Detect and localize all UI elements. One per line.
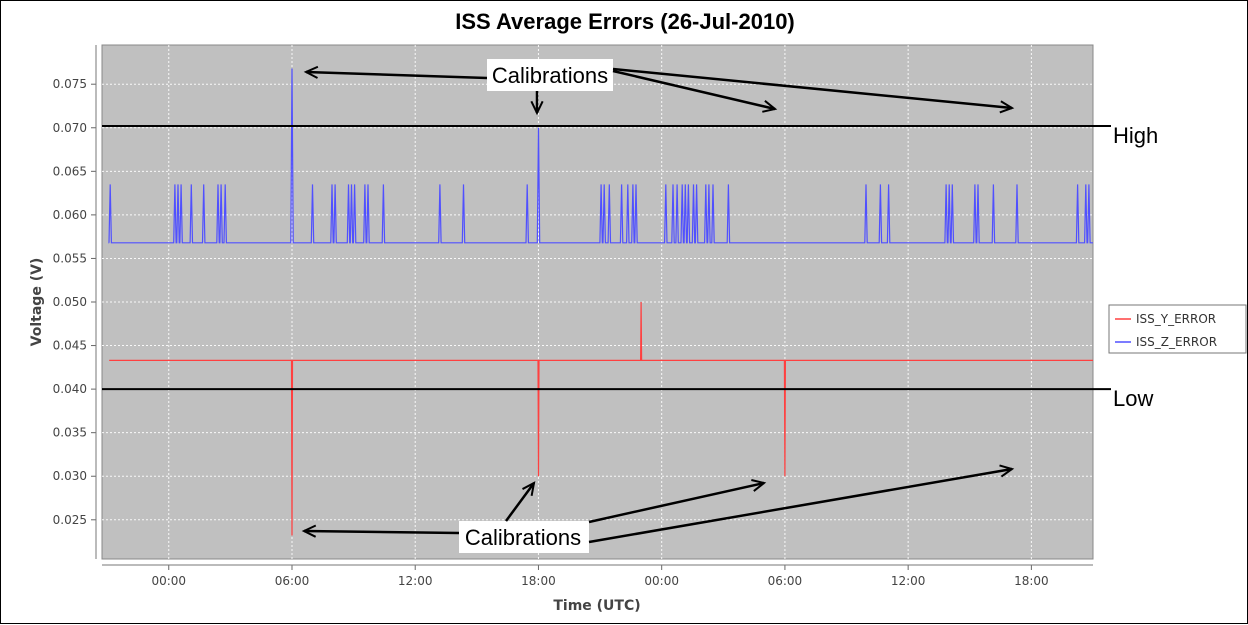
annotation-calibrations-top: Calibrations xyxy=(492,63,608,88)
annotation-arrow-shaft xyxy=(612,67,1013,110)
annotation-arrow-head xyxy=(999,100,1015,114)
y-tick-label: 0.060 xyxy=(53,208,87,222)
annotations: Calibrations Calibrations xyxy=(301,59,1015,553)
annotation-arrow-head xyxy=(751,479,767,492)
legend: ISS_Y_ERROR ISS_Z_ERROR xyxy=(1108,304,1247,354)
annotation-arrow-shaft xyxy=(588,481,765,524)
series-line-iss-z-error xyxy=(108,68,1093,244)
x-tick-label: 18:00 xyxy=(1014,574,1049,588)
x-tick-label: 00:00 xyxy=(644,574,679,588)
series-line-iss-y-error xyxy=(109,301,1093,536)
annotation-arrow-head xyxy=(999,464,1015,478)
y-tick-label: 0.065 xyxy=(53,164,87,178)
y-axis-title: Voltage (V) xyxy=(29,258,45,347)
annotation-calibrations-bottom: Calibrations xyxy=(465,525,581,550)
y-tick-label: 0.075 xyxy=(53,77,87,91)
y-tick-label: 0.030 xyxy=(53,469,87,483)
thresholds: High Low xyxy=(102,123,1158,411)
y-tick-label: 0.050 xyxy=(53,295,87,309)
annotation-arrow-head xyxy=(301,524,317,538)
annotation-box-top xyxy=(487,59,613,91)
annotation-arrow-shaft xyxy=(588,467,1013,544)
chart-title: ISS Average Errors (26-Jul-2010) xyxy=(455,9,795,34)
y-tick-label: 0.040 xyxy=(53,382,87,396)
grid xyxy=(102,45,1093,559)
legend-label-iss-y-error: ISS_Y_ERROR xyxy=(1136,312,1216,326)
annotation-arrow-head xyxy=(522,481,536,496)
legend-label-iss-z-error: ISS_Z_ERROR xyxy=(1136,335,1217,349)
x-tick-label: 06:00 xyxy=(768,574,803,588)
annotation-arrow-head xyxy=(530,100,544,116)
x-tick-label: 12:00 xyxy=(398,574,433,588)
y-tick-label: 0.025 xyxy=(53,513,87,527)
x-axis-title: Time (UTC) xyxy=(553,598,640,614)
annotation-arrow-shaft xyxy=(612,69,776,111)
legend-box xyxy=(1108,304,1247,354)
low-threshold-label: Low xyxy=(1113,386,1153,411)
x-tick-label: 06:00 xyxy=(275,574,310,588)
high-threshold-label: High xyxy=(1113,123,1158,148)
annotation-arrow-head xyxy=(762,100,778,113)
annotation-arrow-shaft xyxy=(305,70,488,80)
annotation-box-bottom xyxy=(459,521,589,553)
y-tick-label: 0.055 xyxy=(53,251,87,265)
y-tick-label: 0.035 xyxy=(53,426,87,440)
annotation-arrow-head xyxy=(303,65,319,79)
x-tick-label: 12:00 xyxy=(891,574,926,588)
annotation-arrow-shaft xyxy=(504,482,536,522)
axes: 00:00 06:00 12:00 18:00 00:00 06:00 12:00 18:00… xyxy=(53,45,1093,588)
x-tick-label: 18:00 xyxy=(521,574,556,588)
annotation-arrow-shaft xyxy=(303,529,460,535)
series-layer xyxy=(108,68,1093,536)
y-tick-label: 0.070 xyxy=(53,121,87,135)
x-tick-label: 00:00 xyxy=(151,574,186,588)
y-tick-label: 0.045 xyxy=(53,339,87,353)
